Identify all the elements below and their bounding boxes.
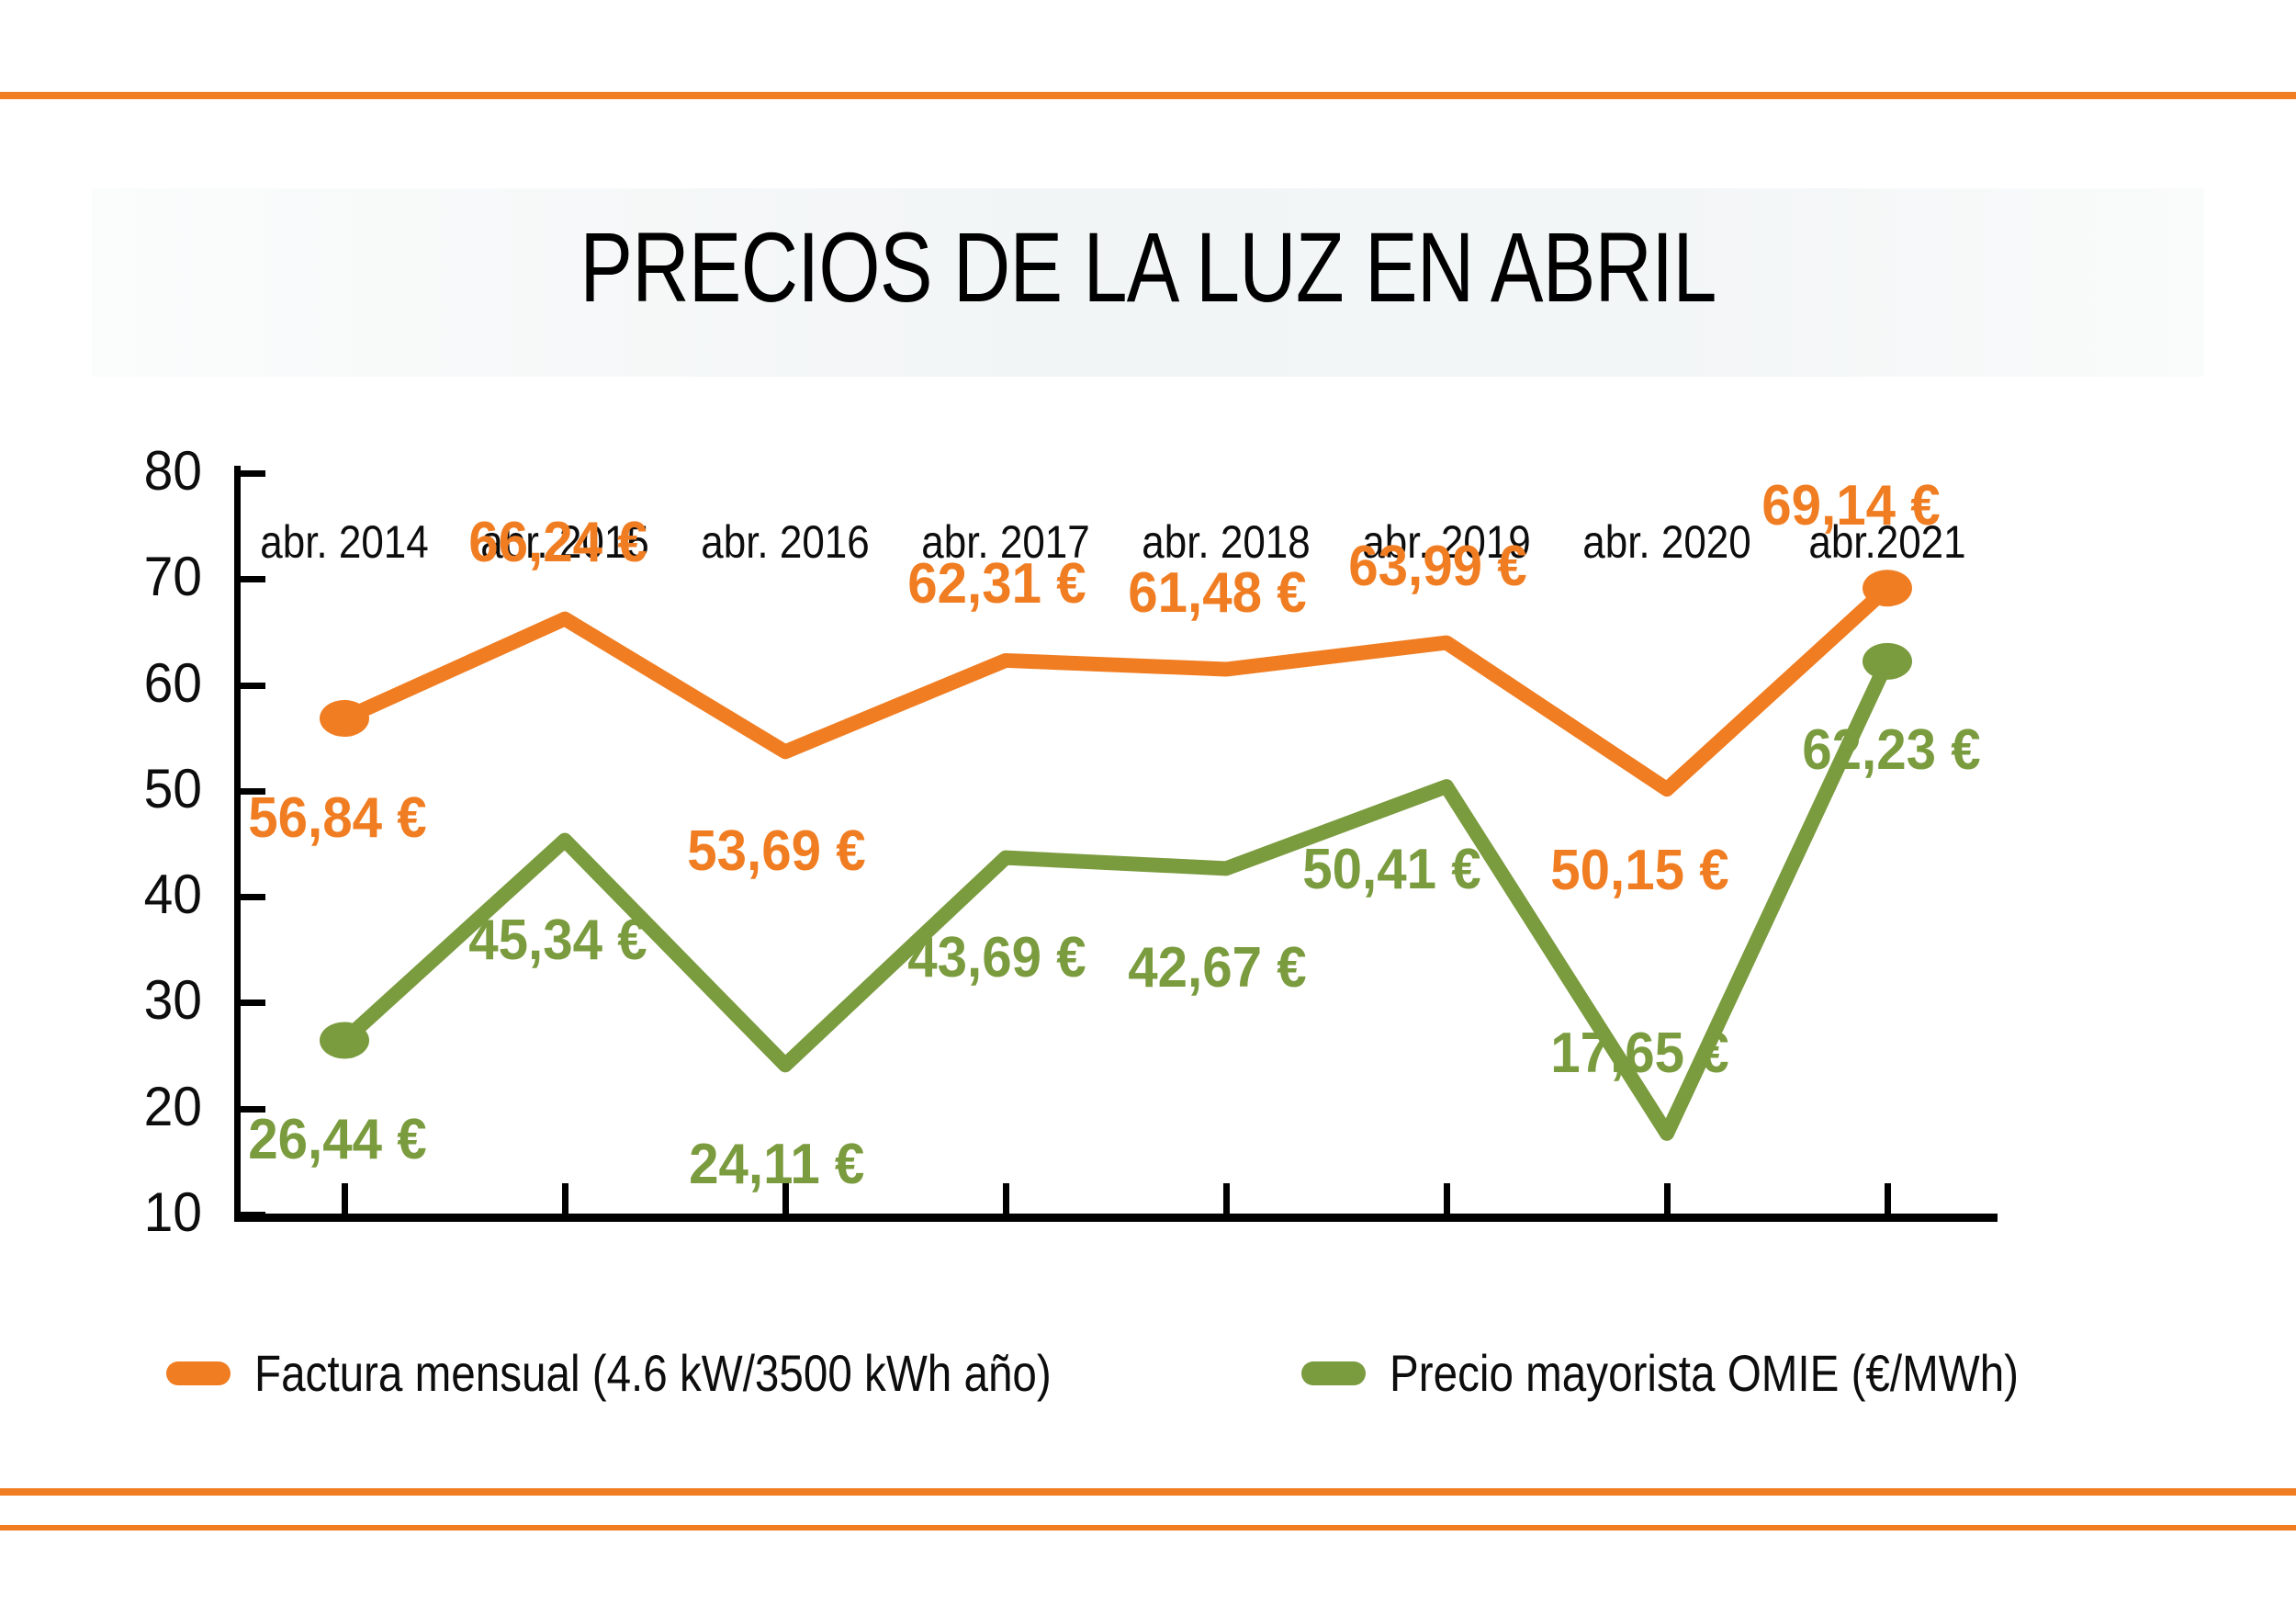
data-point-marker: [320, 700, 369, 738]
x-axis-label: abr. 2015: [480, 516, 649, 568]
data-label: 53,69 €: [686, 819, 866, 884]
y-axis-line: [234, 466, 241, 1222]
x-axis-label: abr. 2017: [921, 516, 1090, 568]
y-axis-tick: [234, 470, 265, 477]
data-label: 24,11 €: [688, 1133, 864, 1197]
y-axis-tick: [234, 1212, 265, 1218]
x-axis-label: abr. 2018: [1142, 516, 1311, 568]
x-axis-tick: [342, 1183, 348, 1214]
data-label: 17,65 €: [1549, 1021, 1729, 1085]
x-axis-tick: [782, 1183, 789, 1214]
page-title: PRECIOS DE LA LUZ EN ABRIL: [580, 211, 1716, 322]
legend-label-omie: Precio mayorista OMIE (€/MWh): [1390, 1344, 2020, 1402]
data-label: 26,44 €: [247, 1108, 427, 1172]
data-label: 66,24 €: [467, 510, 647, 574]
title-background-band: [92, 188, 2204, 377]
data-label: 50,15 €: [1549, 839, 1729, 903]
x-axis-label: abr.2021: [1808, 516, 1966, 568]
x-axis-tick: [1223, 1183, 1230, 1214]
x-axis-label: abr. 2016: [701, 516, 870, 568]
x-axis-tick: [562, 1183, 568, 1214]
y-axis-tick: [234, 1105, 265, 1113]
x-axis-label: abr. 2019: [1362, 516, 1531, 568]
bottom-orange-rule: [0, 1488, 2296, 1496]
chart-legend: Factura mensual (4.6 kW/3500 kWh año) Pr…: [0, 1343, 2296, 1403]
data-label: 62,31 €: [906, 551, 1086, 616]
y-axis-tick: [234, 1000, 265, 1007]
y-axis-label: 60: [143, 651, 202, 714]
data-point-marker: [1863, 642, 1912, 680]
data-label: 63,99 €: [1347, 534, 1527, 598]
x-axis-label: abr. 2020: [1582, 516, 1751, 568]
y-axis-tick: [234, 682, 265, 689]
series-line-omie: [337, 653, 1895, 1141]
legend-item-omie[interactable]: Precio mayorista OMIE (€/MWh): [1301, 1343, 2130, 1403]
y-axis-label: 40: [143, 864, 202, 926]
x-axis-line: [234, 1214, 1998, 1222]
y-axis-tick: [234, 787, 265, 795]
y-axis-label: 10: [143, 1181, 202, 1243]
chart-series-svg: [320, 570, 1912, 1141]
y-axis-tick: [234, 894, 265, 901]
legend-swatch-factura: [165, 1361, 231, 1385]
y-axis-label: 20: [143, 1075, 202, 1137]
legend-label-factura: Factura mensual (4.6 kW/3500 kWh año): [253, 1344, 1052, 1402]
x-axis-tick: [1003, 1183, 1009, 1214]
y-axis-label: 30: [143, 969, 202, 1032]
bottom-orange-rule-2: [0, 1525, 2296, 1531]
data-label: 61,48 €: [1127, 560, 1307, 625]
data-label: 42,67 €: [1127, 936, 1307, 1000]
chart-plot-area: 10 20 30 40 50 60 70 80 abr. 2014 abr. 2015 abr. 2…: [144, 444, 1998, 1240]
y-axis-tick: [234, 576, 265, 583]
data-label: 50,41 €: [1301, 838, 1481, 902]
x-axis-label: abr. 2014: [260, 516, 429, 568]
data-label: 62,23 €: [1801, 717, 1981, 782]
data-point-marker: [320, 1022, 369, 1059]
data-label: 45,34 €: [467, 908, 647, 972]
series-line-factura: [337, 581, 1895, 797]
data-label: 69,14 €: [1761, 474, 1941, 538]
y-axis-label: 80: [143, 440, 202, 502]
data-point-marker: [1863, 570, 1912, 607]
data-label: 43,69 €: [906, 925, 1086, 989]
chart-background: [0, 377, 2296, 1488]
legend-item-factura[interactable]: Factura mensual (4.6 kW/3500 kWh año): [165, 1343, 1192, 1403]
x-axis-tick: [1444, 1183, 1450, 1214]
legend-swatch-omie: [1301, 1361, 1367, 1385]
top-orange-rule: [0, 92, 2296, 99]
data-label: 56,84 €: [247, 786, 427, 850]
y-axis-label: 50: [143, 757, 202, 819]
x-axis-tick: [1885, 1183, 1891, 1214]
y-axis-label: 70: [143, 546, 202, 608]
x-axis-tick: [1664, 1183, 1671, 1214]
